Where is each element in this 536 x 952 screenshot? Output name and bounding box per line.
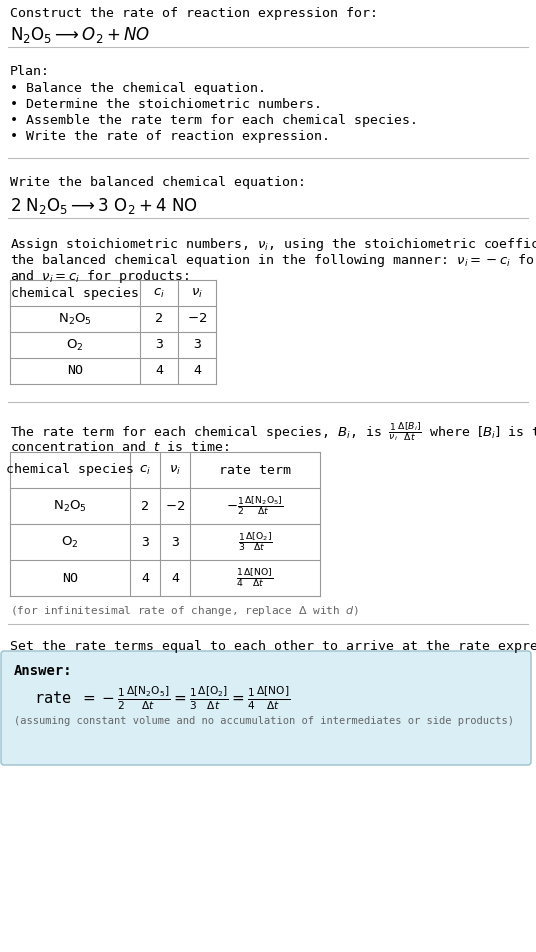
Text: $\nu_i$: $\nu_i$ [169, 464, 181, 477]
Text: $\mathrm{O_2}$: $\mathrm{O_2}$ [61, 534, 79, 549]
Text: $-2$: $-2$ [165, 500, 185, 512]
Text: $-\frac{1}{2}\frac{\Delta[\mathrm{N_2O_5}]}{\Delta t}$: $-\frac{1}{2}\frac{\Delta[\mathrm{N_2O_5… [226, 494, 284, 518]
Text: 3: 3 [171, 535, 179, 548]
Text: $c_i$: $c_i$ [139, 464, 151, 477]
Text: rate $= -\frac{1}{2}\frac{\Delta[\mathrm{N_2O_5}]}{\Delta t} = \frac{1}{3}\frac{: rate $= -\frac{1}{2}\frac{\Delta[\mathrm… [34, 684, 291, 712]
Text: Write the balanced chemical equation:: Write the balanced chemical equation: [10, 176, 306, 189]
Text: The rate term for each chemical species, $B_i$, is $\frac{1}{\nu_i}\frac{\Delta[: The rate term for each chemical species,… [10, 420, 536, 443]
Text: the balanced chemical equation in the following manner: $\nu_i = -c_i$ for react: the balanced chemical equation in the fo… [10, 252, 536, 269]
Text: and $\nu_i = c_i$ for products:: and $\nu_i = c_i$ for products: [10, 268, 189, 285]
Text: $\mathrm{N_2O_5}$: $\mathrm{N_2O_5}$ [53, 499, 87, 513]
Text: rate term: rate term [219, 464, 291, 477]
Text: chemical species: chemical species [11, 287, 139, 300]
Text: 3: 3 [141, 535, 149, 548]
Text: Answer:: Answer: [14, 664, 72, 678]
Text: 4: 4 [141, 571, 149, 585]
Text: chemical species: chemical species [6, 464, 134, 477]
Text: 3: 3 [193, 339, 201, 351]
Text: • Write the rate of reaction expression.: • Write the rate of reaction expression. [10, 130, 330, 143]
Text: Construct the rate of reaction expression for:: Construct the rate of reaction expressio… [10, 7, 378, 20]
Text: concentration and $t$ is time:: concentration and $t$ is time: [10, 440, 229, 454]
Text: $\mathrm{O_2}$: $\mathrm{O_2}$ [66, 337, 84, 352]
Text: $-2$: $-2$ [187, 312, 207, 326]
Text: 4: 4 [171, 571, 179, 585]
Text: (for infinitesimal rate of change, replace $\Delta$ with $d$): (for infinitesimal rate of change, repla… [10, 604, 359, 618]
Text: 4: 4 [193, 365, 201, 378]
Text: $\frac{1}{4}\frac{\Delta[\mathrm{NO}]}{\Delta t}$: $\frac{1}{4}\frac{\Delta[\mathrm{NO}]}{\… [236, 567, 274, 589]
Text: NO: NO [62, 571, 78, 585]
Text: Set the rate terms equal to each other to arrive at the rate expression:: Set the rate terms equal to each other t… [10, 640, 536, 653]
Text: • Balance the chemical equation.: • Balance the chemical equation. [10, 82, 266, 95]
Text: $\frac{1}{3}\frac{\Delta[\mathrm{O_2}]}{\Delta t}$: $\frac{1}{3}\frac{\Delta[\mathrm{O_2}]}{… [237, 530, 272, 553]
Text: $2\ \mathrm{N_2O_5}  \longrightarrow  3\ \mathrm{O_2} + 4\ \mathrm{NO}$: $2\ \mathrm{N_2O_5} \longrightarrow 3\ \… [10, 196, 198, 216]
Text: Assign stoichiometric numbers, $\nu_i$, using the stoichiometric coefficients, $: Assign stoichiometric numbers, $\nu_i$, … [10, 236, 536, 253]
Text: • Determine the stoichiometric numbers.: • Determine the stoichiometric numbers. [10, 98, 322, 111]
Text: Plan:: Plan: [10, 65, 50, 78]
Text: $\mathrm{N_2O_5}$: $\mathrm{N_2O_5}$ [58, 311, 92, 327]
Text: $\mathrm{N_2O_5}  \longrightarrow  O_2 + NO$: $\mathrm{N_2O_5} \longrightarrow O_2 + N… [10, 25, 150, 45]
Text: • Assemble the rate term for each chemical species.: • Assemble the rate term for each chemic… [10, 114, 418, 127]
Text: 3: 3 [155, 339, 163, 351]
Text: $\nu_i$: $\nu_i$ [191, 287, 203, 300]
FancyBboxPatch shape [1, 651, 531, 765]
Text: 2: 2 [141, 500, 149, 512]
Text: 4: 4 [155, 365, 163, 378]
Text: (assuming constant volume and no accumulation of intermediates or side products): (assuming constant volume and no accumul… [14, 716, 514, 726]
Text: 2: 2 [155, 312, 163, 326]
Text: $c_i$: $c_i$ [153, 287, 165, 300]
Text: NO: NO [67, 365, 83, 378]
